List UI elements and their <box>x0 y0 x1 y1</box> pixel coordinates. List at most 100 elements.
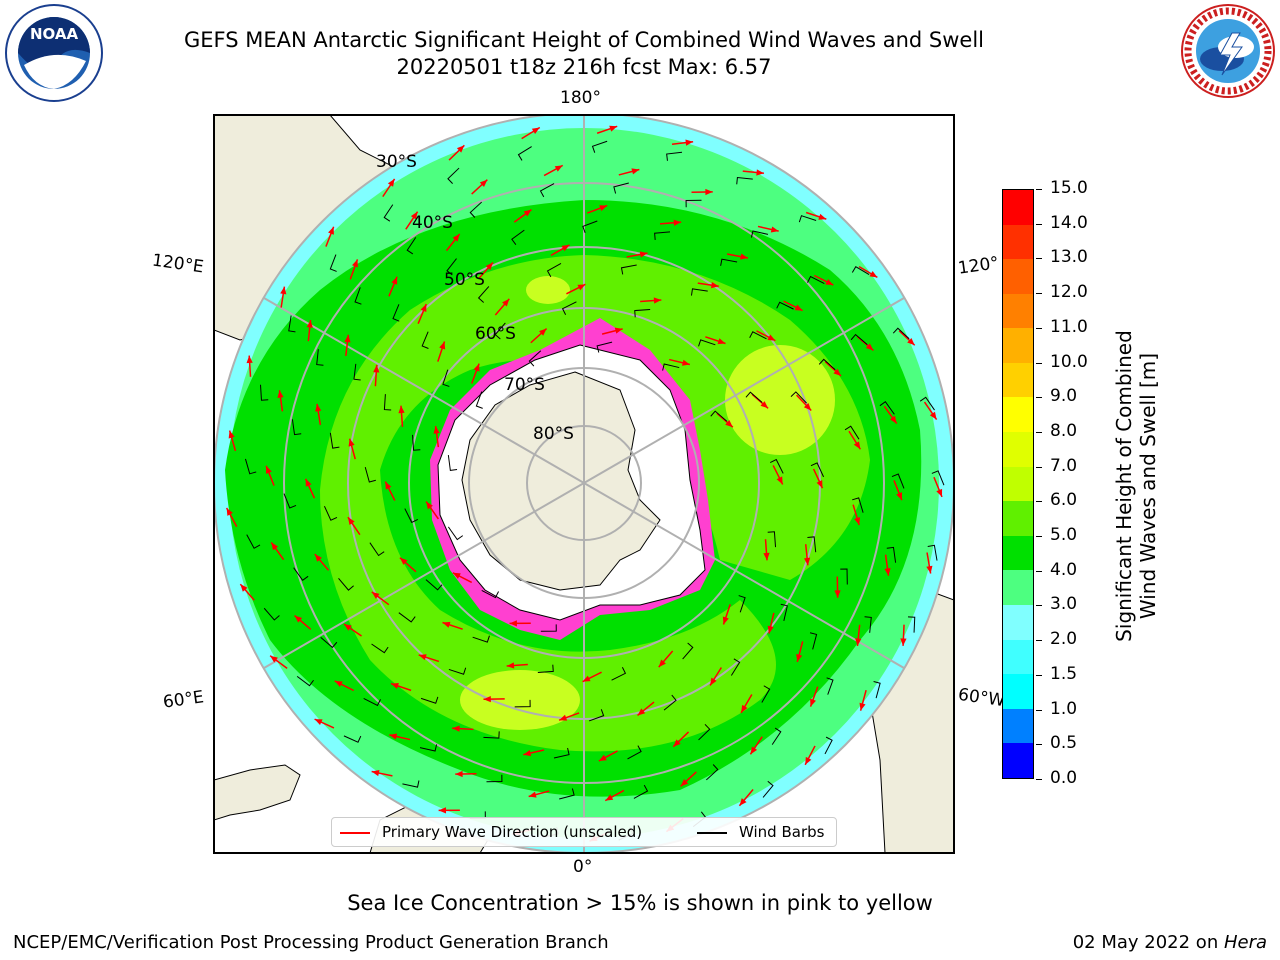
wave-arrow-head <box>473 363 480 372</box>
colorbar-tick <box>1036 397 1042 399</box>
wind-barb <box>771 727 782 745</box>
wind-barb <box>338 577 354 591</box>
colorbar-tick-label: 11.0 <box>1050 316 1088 337</box>
wind-barb <box>537 664 554 674</box>
wave-arrow-head <box>685 139 694 146</box>
colorbar-segment <box>1003 224 1033 260</box>
land-africa <box>214 764 301 821</box>
colorbar-segment <box>1003 708 1033 744</box>
colorbar-segment <box>1003 501 1033 536</box>
wind-barb <box>852 497 864 513</box>
wind-barb <box>864 616 872 633</box>
wave-arrow-head <box>805 756 812 765</box>
wave-arrow-head <box>631 168 640 175</box>
wave-arrow-head <box>452 725 460 732</box>
wind-barb <box>627 745 642 760</box>
wind-barb <box>371 643 389 654</box>
wave-arrow-head <box>609 125 618 132</box>
wind-barb <box>329 432 340 449</box>
wave-arrow-head <box>605 794 614 801</box>
wind-barb <box>260 384 269 401</box>
wind-barb <box>546 262 562 278</box>
wave-arrow-head <box>770 226 779 233</box>
wind-barb <box>517 146 532 161</box>
wind-barb <box>475 391 483 409</box>
wind-barb <box>840 568 848 585</box>
wind-barb <box>844 425 860 440</box>
wind-barb <box>807 536 817 553</box>
wave-arrow-head <box>523 750 532 757</box>
wind-barb <box>486 774 503 783</box>
wind-barb <box>919 396 935 411</box>
colorbar-tick-label: 14.0 <box>1050 212 1088 233</box>
colorbar-segment <box>1003 293 1033 329</box>
nws-logo <box>1181 4 1275 98</box>
wave-arrow-head <box>794 304 803 311</box>
wind-barb <box>494 322 506 340</box>
lat-label-50s: 50°S <box>444 270 485 290</box>
colorbar-tick-label: 6.0 <box>1050 490 1078 511</box>
wave-arrow-head <box>418 654 427 661</box>
wave-arrow-head <box>314 719 323 726</box>
colorbar-tick <box>1036 431 1042 433</box>
wind-barb <box>633 784 649 799</box>
colorbar-tick-label: 0.5 <box>1050 733 1078 754</box>
wave-arrow-head <box>900 638 907 646</box>
chart-subtitle: 20220501 t18z 216h fcst Max: 6.57 <box>396 55 772 79</box>
wave-arrow-head <box>834 590 841 598</box>
wind-barb <box>810 462 825 478</box>
wind-barb <box>682 642 694 660</box>
wave-arrow-head <box>347 517 355 525</box>
colorbar-tick <box>1036 223 1042 225</box>
wind-barb <box>762 780 774 798</box>
wave-arrow-head <box>385 481 392 490</box>
colorbar-segment <box>1003 535 1033 571</box>
wind-barb <box>411 434 421 451</box>
wave-arrow-head <box>804 557 811 566</box>
wind-barb <box>483 731 500 739</box>
wind-barb <box>354 287 362 305</box>
wave-arrows <box>225 125 943 842</box>
wave-arrow-head <box>438 807 447 814</box>
wave-arrow-head <box>680 779 689 787</box>
colorbar-tick-label: 5.0 <box>1050 525 1078 546</box>
wind-barb <box>720 258 738 266</box>
wave-arrow-head <box>509 620 517 627</box>
wave-arrow-head <box>506 662 515 669</box>
colorbar-segment <box>1003 189 1033 225</box>
wind-barb <box>383 204 394 222</box>
lon-label-0: 0° <box>573 857 593 877</box>
wave-peak-atlantic <box>460 670 580 730</box>
graticule <box>214 115 954 853</box>
wave-arrow-head <box>653 297 662 304</box>
footer-machine: Hera <box>1223 932 1267 953</box>
wave-arrow-head <box>859 702 866 711</box>
wave-arrow-head <box>599 205 608 212</box>
wave-arrow-head <box>240 584 248 592</box>
wind-barb <box>448 667 467 675</box>
wave-arrow-head <box>796 654 803 662</box>
wave-arrow-head <box>426 501 433 510</box>
wind-barb <box>809 632 818 650</box>
wind-barb <box>320 636 338 649</box>
colorbar-segment <box>1003 397 1033 433</box>
colorbar-segment <box>1003 432 1033 467</box>
wind-barb <box>329 254 337 272</box>
colorbar-tick-label: 4.0 <box>1050 559 1078 580</box>
colorbar-tick <box>1036 327 1042 329</box>
wind-barb <box>736 176 753 185</box>
wind-barbs <box>244 140 945 841</box>
wave-arrow-head <box>763 552 770 561</box>
wave-arrow-head <box>485 262 493 271</box>
footer-branch: NCEP/EMC/Verification Post Processing Pr… <box>13 932 609 953</box>
wave-arrow-head <box>725 420 733 428</box>
colorbar <box>1002 189 1034 779</box>
colorbar-tick <box>1036 744 1042 746</box>
wave-arrow-head <box>315 403 322 412</box>
wind-barb <box>798 215 817 223</box>
wind-barb <box>316 349 324 366</box>
wind-barb <box>596 341 613 353</box>
wind-barb <box>613 182 629 194</box>
wave-arrow-head <box>561 244 570 252</box>
wave-arrow-head <box>722 616 729 625</box>
